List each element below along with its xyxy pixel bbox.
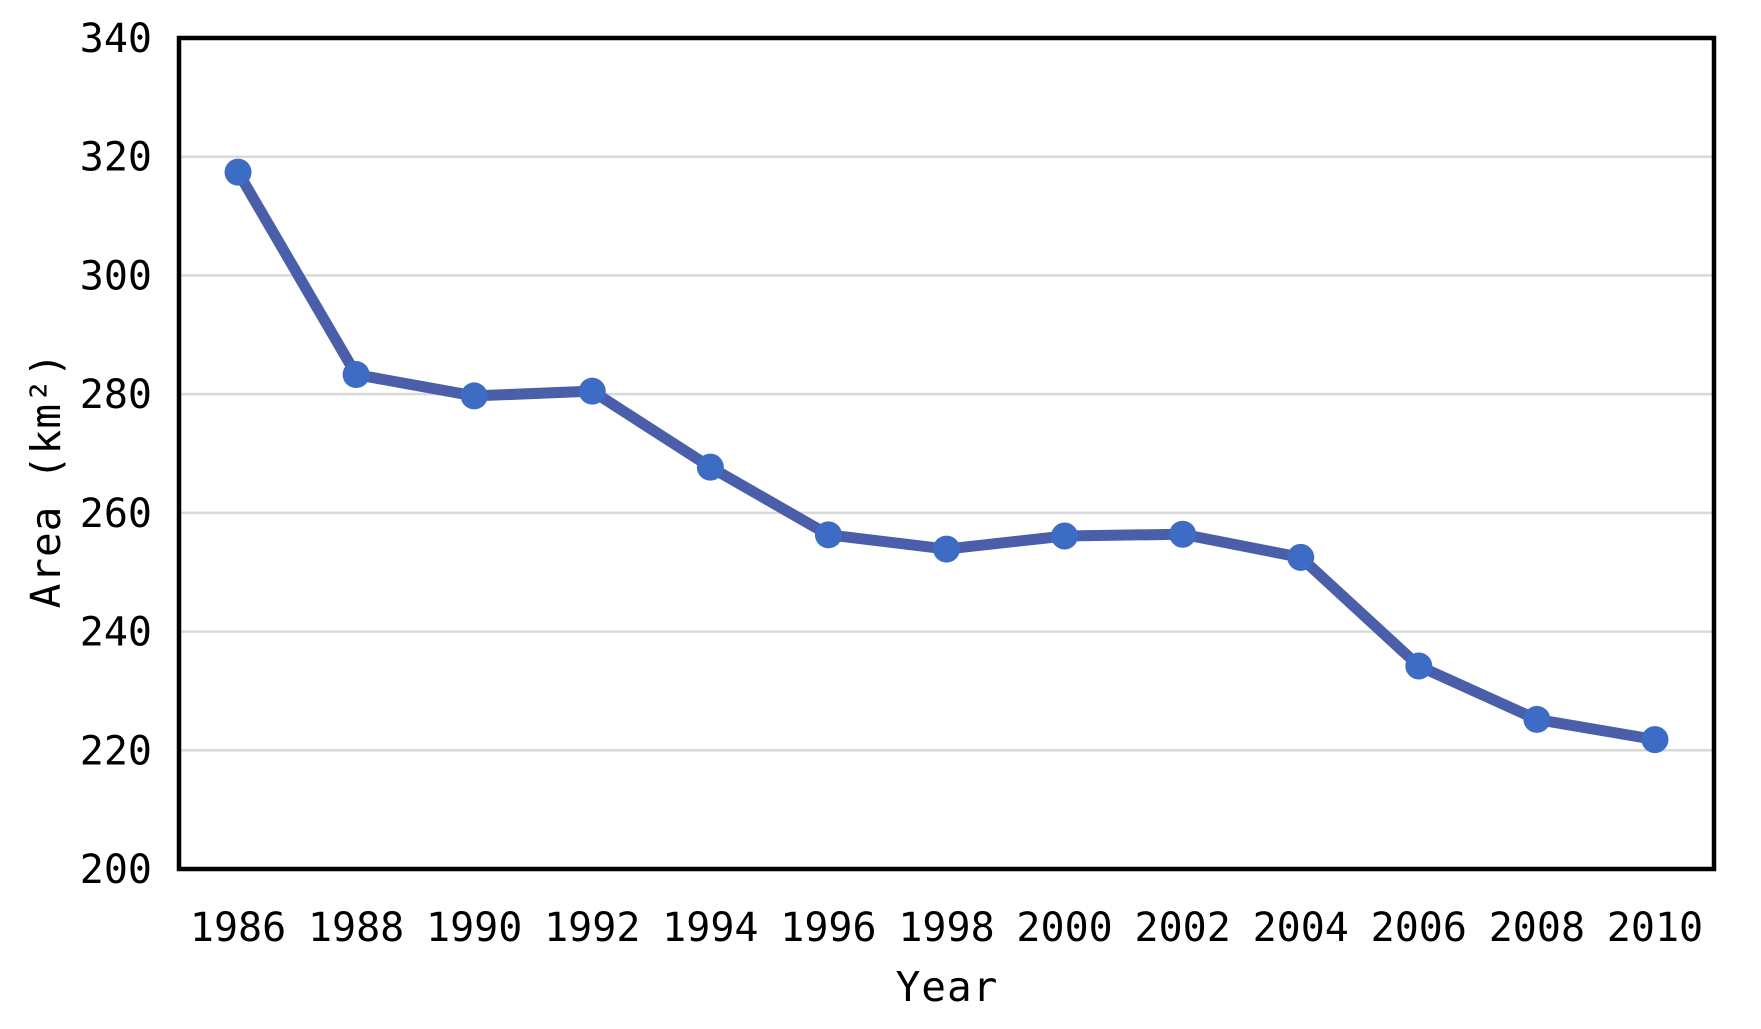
x-tick-label: 1996 bbox=[780, 905, 876, 951]
x-tick-label: 2000 bbox=[1016, 905, 1112, 951]
x-tick-label: 1994 bbox=[662, 905, 758, 951]
data-point-marker bbox=[342, 361, 370, 389]
x-tick-label: 1988 bbox=[308, 905, 404, 951]
y-tick-label: 200 bbox=[80, 847, 152, 893]
data-point-marker bbox=[460, 382, 488, 410]
x-tick-label: 2004 bbox=[1253, 905, 1349, 951]
y-tick-label: 300 bbox=[80, 253, 152, 299]
x-tick-label: 1998 bbox=[898, 905, 994, 951]
data-point-marker bbox=[814, 521, 842, 549]
y-tick-label: 320 bbox=[80, 135, 152, 181]
y-axis-title: Area (km²) bbox=[22, 351, 70, 609]
x-tick-label: 2008 bbox=[1489, 905, 1585, 951]
data-point-marker bbox=[933, 535, 960, 563]
data-point-marker bbox=[1641, 726, 1669, 754]
data-point-marker bbox=[696, 453, 724, 481]
data-point-marker bbox=[578, 377, 606, 405]
y-tick-label: 220 bbox=[80, 728, 152, 774]
x-tick-label: 2010 bbox=[1607, 905, 1703, 951]
data-point-marker bbox=[1169, 520, 1197, 548]
data-point-marker bbox=[1523, 705, 1551, 733]
x-tick-label: 2006 bbox=[1371, 905, 1467, 951]
data-point-marker bbox=[1051, 522, 1079, 550]
data-line bbox=[232, 166, 1661, 746]
x-tick-label: 1990 bbox=[426, 905, 522, 951]
data-point-marker bbox=[224, 158, 252, 186]
data-point-marker bbox=[1405, 652, 1433, 680]
y-tick-label: 280 bbox=[80, 372, 152, 418]
plot-border bbox=[176, 35, 1717, 872]
x-tick-label: 1992 bbox=[544, 905, 640, 951]
y-tick-label: 240 bbox=[80, 610, 152, 656]
y-tick-label: 260 bbox=[80, 491, 152, 537]
data-point-marker bbox=[1287, 543, 1315, 571]
x-axis-title: Year bbox=[895, 963, 999, 1011]
x-tick-label: 1986 bbox=[190, 905, 286, 951]
x-tick-label: 2002 bbox=[1134, 905, 1230, 951]
y-tick-label: 340 bbox=[80, 16, 152, 62]
